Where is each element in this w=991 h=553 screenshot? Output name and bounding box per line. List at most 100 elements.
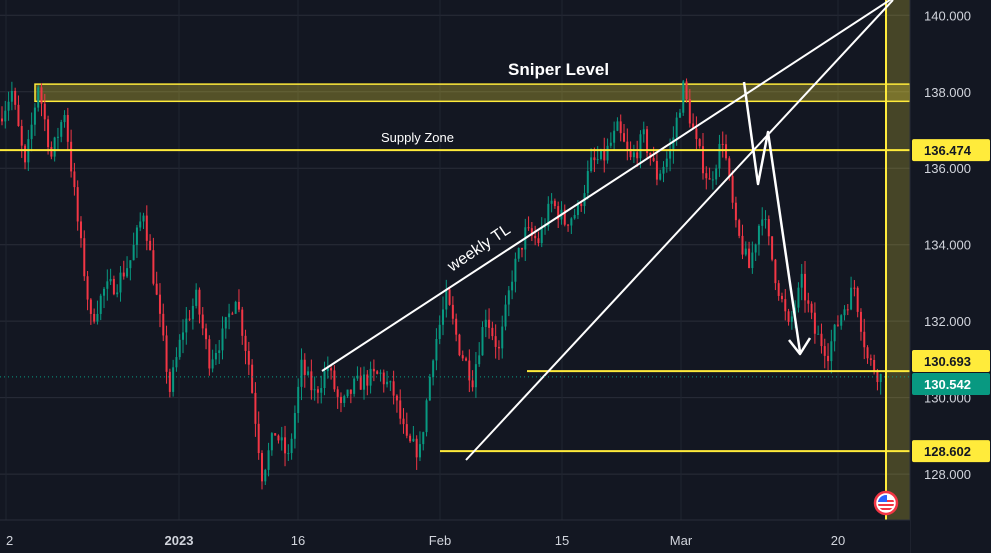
candle-body (767, 219, 770, 237)
candle-body (333, 370, 336, 390)
candle-body (10, 90, 13, 102)
candle-body (665, 158, 668, 167)
candle-body (869, 358, 872, 360)
candle-body (725, 144, 728, 159)
trend-drawings[interactable] (321, 0, 894, 461)
price-badge-label: 136.474 (924, 143, 972, 158)
candle-body (37, 87, 40, 108)
candle-body (149, 240, 152, 251)
candle-body (402, 418, 405, 425)
candle-body (86, 276, 89, 300)
price-badge (912, 139, 990, 162)
candle-body (336, 389, 339, 397)
candle-body (616, 121, 619, 131)
candle-body (701, 146, 704, 174)
candle-body (73, 171, 76, 188)
candle-body (135, 227, 138, 245)
candle-body (540, 227, 543, 244)
candle-body (83, 238, 86, 277)
time-zone-highlight (886, 0, 910, 520)
candle-body (244, 335, 247, 351)
candle-body (728, 158, 731, 177)
candle-body (241, 309, 244, 336)
candle-body (139, 221, 142, 228)
candle-body (807, 300, 810, 304)
candle-body (372, 368, 375, 372)
candle-body (567, 224, 570, 226)
candle-body (20, 126, 23, 146)
candle-body (428, 376, 431, 401)
candle-body (24, 145, 27, 163)
candle-body (195, 289, 198, 306)
candle-body (672, 137, 675, 151)
candle-body (313, 389, 316, 391)
candle-body (339, 396, 342, 403)
candle-body (359, 375, 362, 390)
candle-body (182, 332, 185, 340)
candle-body (820, 333, 823, 347)
weekly-trendline-lower (465, 0, 894, 461)
candle-body (731, 176, 734, 203)
candle-body (586, 171, 589, 194)
candle-body (530, 228, 533, 236)
us-flag-icon[interactable] (873, 490, 899, 516)
price-tick-label: 128.000 (924, 467, 971, 482)
time-tick-label: 2 (6, 533, 13, 548)
candle-body (626, 141, 629, 149)
candle-body (158, 294, 161, 314)
candle-body (132, 244, 135, 261)
time-tick-label: Feb (429, 533, 451, 548)
candle-body (47, 119, 50, 148)
candle-body (596, 159, 599, 161)
candle-body (79, 221, 82, 239)
candle-body (435, 338, 438, 361)
candle-body (547, 203, 550, 227)
candle-body (389, 381, 392, 383)
candle-body (570, 218, 573, 226)
candle-body (168, 371, 171, 392)
candle-body (840, 315, 843, 326)
candle-body (297, 386, 300, 414)
candle-body (330, 368, 333, 371)
candle-body (76, 187, 79, 222)
candle-body (382, 372, 385, 385)
horizontal-levels[interactable] (0, 0, 910, 520)
candle-body (784, 299, 787, 312)
candle-body (659, 173, 662, 180)
candle-body (293, 413, 296, 439)
time-axis[interactable]: 2 2023 16 Feb 15 Mar 20 (0, 519, 910, 553)
price-axis[interactable]: 140.000138.000136.000134.000132.000130.0… (909, 0, 991, 553)
candle-body (797, 287, 800, 308)
candle-body (573, 215, 576, 219)
candlestick-series (1, 78, 882, 490)
candle-body (787, 311, 790, 322)
candle-body (685, 81, 688, 100)
candle-body (813, 312, 816, 334)
sniper-level-zone[interactable] (34, 83, 911, 103)
candle-body (172, 367, 175, 392)
candle-body (491, 327, 494, 337)
candle-body (251, 364, 254, 393)
candle-body (718, 143, 721, 169)
candle-body (590, 157, 593, 172)
candle-body (442, 309, 444, 325)
candle-body (859, 311, 862, 332)
candle-body (804, 273, 807, 301)
candle-body (484, 319, 487, 328)
candle-body (409, 435, 412, 442)
candle-body (827, 355, 830, 362)
candle-body (178, 339, 181, 358)
candle-body (185, 318, 188, 333)
candle-body (741, 235, 744, 255)
price-badge (912, 440, 990, 463)
candle-body (145, 215, 148, 241)
candle-body (836, 324, 839, 326)
candle-body (17, 104, 20, 127)
candle-body (198, 289, 201, 315)
candle-body (708, 178, 711, 180)
candle-body (214, 352, 217, 360)
candle-body (850, 287, 853, 310)
candle-body (754, 244, 757, 253)
candle-body (211, 359, 214, 369)
